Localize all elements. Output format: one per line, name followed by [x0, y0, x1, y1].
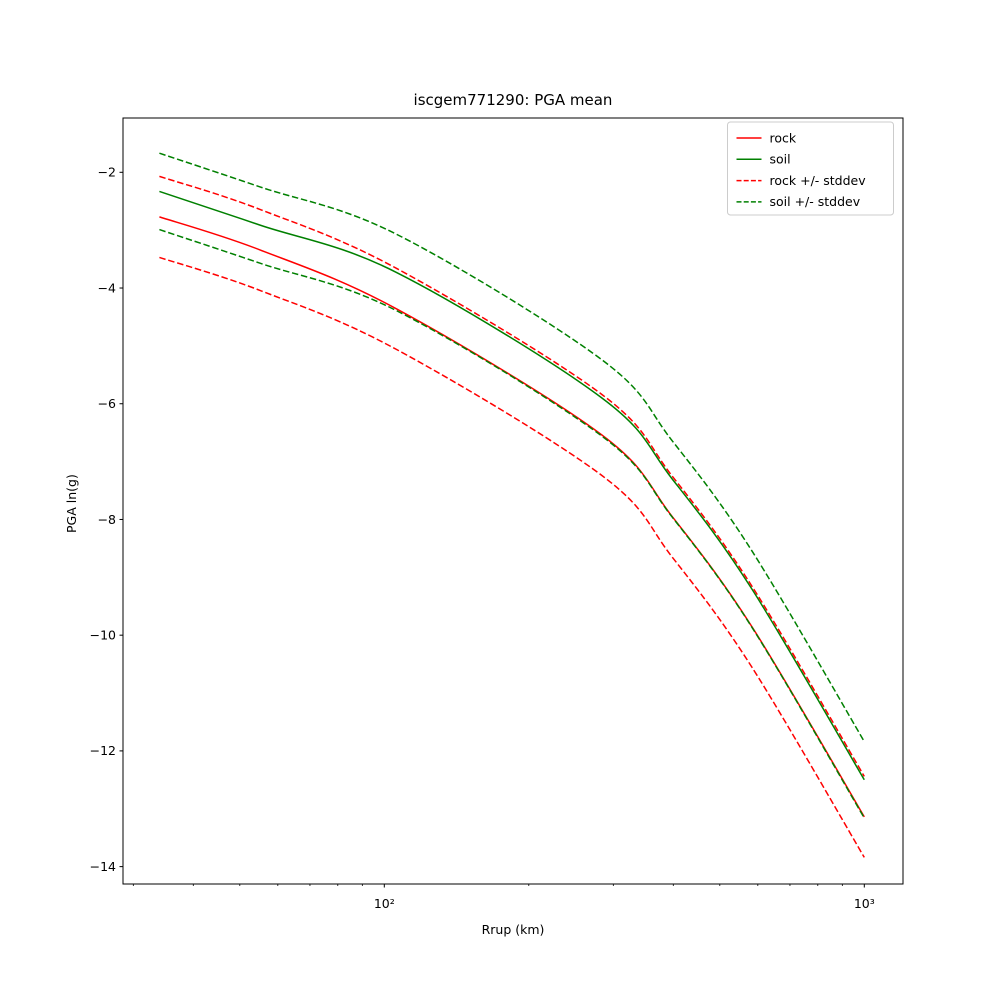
y-tick-label: −14	[90, 859, 116, 874]
y-tick-label: −4	[98, 280, 116, 295]
y-tick-label: −2	[98, 165, 116, 180]
series-rock_minus_std	[159, 256, 865, 858]
legend-item-2: soil	[736, 152, 791, 167]
axes-box	[122, 117, 904, 885]
series-rock_plus_std	[159, 175, 865, 777]
y-axis: −2 −4 −6 −8 −10 −12 −14	[90, 165, 123, 874]
series-soil	[159, 190, 865, 781]
y-tick-label: −8	[98, 512, 116, 527]
y-tick-label: −12	[90, 743, 116, 758]
legend-label: rock +/- stddev	[770, 173, 867, 188]
legend-label: rock	[770, 130, 797, 145]
series-soil_minus_std	[159, 228, 865, 819]
legend-box	[727, 121, 894, 216]
x-tick-label: 10²	[374, 896, 395, 911]
legend: rock soil rock +/- stddev soil +/- stddev	[727, 121, 894, 216]
legend-label: soil +/- stddev	[770, 194, 861, 209]
x-axis: 10² 10³	[132, 884, 875, 911]
series-soil_plus_std	[159, 152, 865, 742]
x-axis-label: Rrup (km)	[481, 922, 545, 937]
legend-item-1: rock	[736, 130, 797, 145]
legend-label: soil	[770, 152, 791, 167]
series-rock	[159, 216, 865, 818]
x-tick-label: 10³	[854, 896, 875, 911]
y-tick-label: −6	[98, 396, 116, 411]
chart-title: iscgem771290: PGA mean	[413, 91, 613, 109]
curves	[159, 152, 865, 858]
legend-item-3: rock +/- stddev	[736, 173, 867, 188]
y-tick-label: −10	[90, 627, 116, 642]
legend-item-4: soil +/- stddev	[736, 194, 861, 209]
y-axis-label: PGA ln(g)	[64, 474, 79, 533]
